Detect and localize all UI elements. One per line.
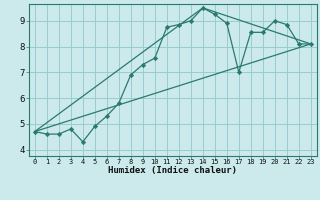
X-axis label: Humidex (Indice chaleur): Humidex (Indice chaleur) <box>108 166 237 175</box>
